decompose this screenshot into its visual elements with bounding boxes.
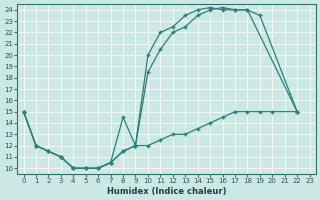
X-axis label: Humidex (Indice chaleur): Humidex (Indice chaleur) xyxy=(107,187,226,196)
